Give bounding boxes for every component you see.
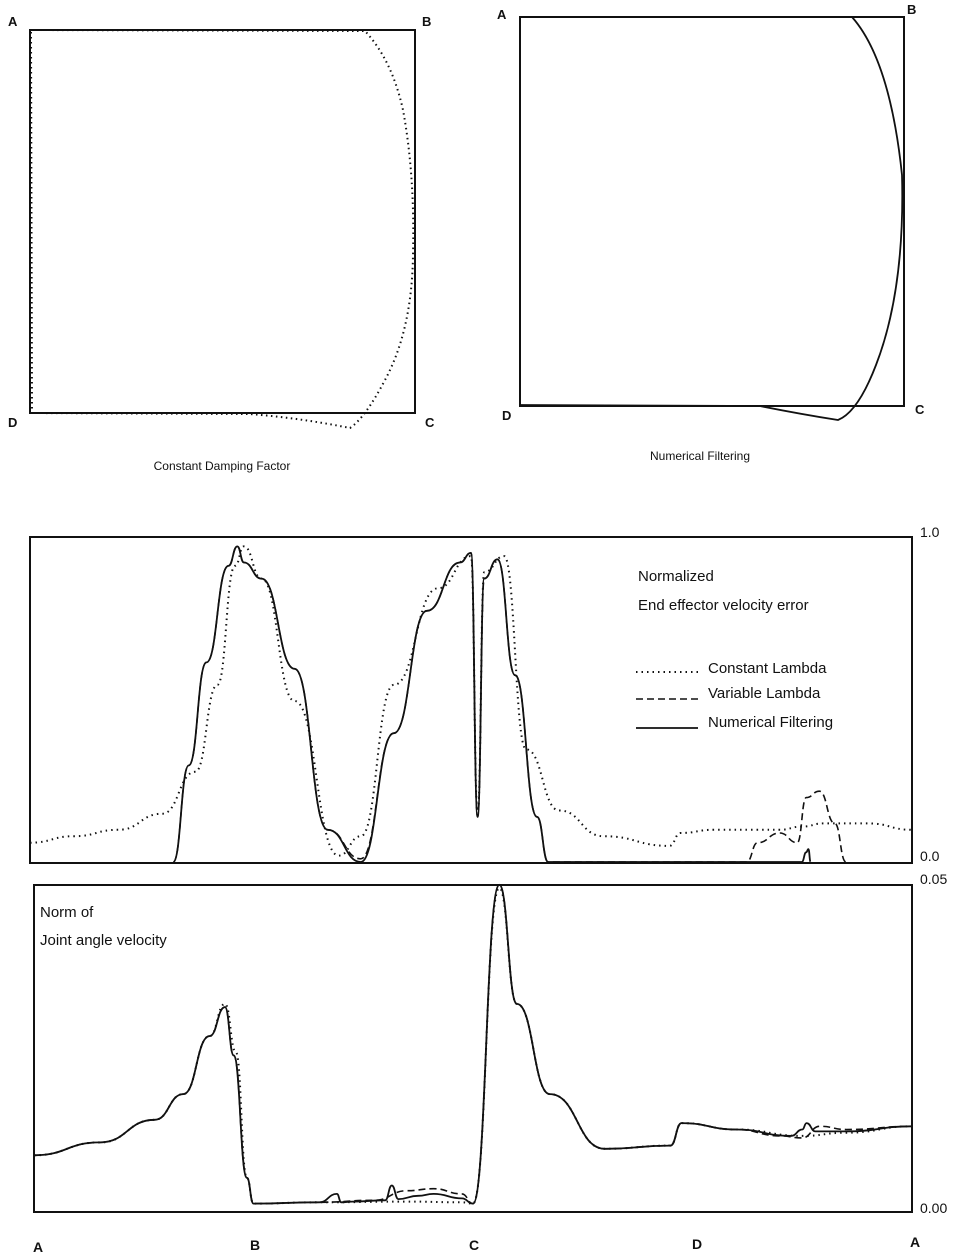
joint-velocity-panel: Norm of Joint angle velocity 0.05 0.00 xyxy=(33,871,947,1216)
panel-title-line1: Normalized xyxy=(638,568,714,585)
y-max-label: 1.0 xyxy=(920,524,940,540)
corner-label-c: C xyxy=(915,402,925,417)
plot-caption: Numerical Filtering xyxy=(650,449,750,463)
y-min-label: 0.00 xyxy=(920,1200,947,1216)
legend-label-variable-lambda: Variable Lambda xyxy=(708,685,821,702)
corner-label-d: D xyxy=(8,415,17,430)
corner-label-d: D xyxy=(502,408,511,423)
series-line-numerical-filtering xyxy=(172,545,812,863)
plot-caption: Constant Damping Factor xyxy=(154,459,291,473)
corner-label-a: A xyxy=(497,7,507,22)
panel-title-line2: End effector velocity error xyxy=(638,597,809,614)
workspace-square xyxy=(29,29,416,414)
corner-label-b: B xyxy=(907,2,916,17)
x-label-b: B xyxy=(250,1237,260,1253)
x-label-d: D xyxy=(692,1236,702,1252)
corner-label-b: B xyxy=(422,14,431,29)
y-max-label: 0.05 xyxy=(920,871,947,887)
trajectory-plot-numerical-filtering: A B D C Numerical Filtering xyxy=(497,2,925,463)
legend-label-numerical-filtering: Numerical Filtering xyxy=(708,714,833,731)
x-label-c: C xyxy=(469,1237,479,1253)
velocity-error-series xyxy=(29,545,913,863)
panel-title-line1: Norm of xyxy=(40,904,94,921)
end-effector-trajectory xyxy=(30,29,415,430)
trajectory-plot-constant-damping: A B D C Constant Damping Factor xyxy=(8,14,435,473)
x-axis-labels: A B C D A xyxy=(33,1234,920,1255)
legend: Constant Lambda Variable Lambda Numerica… xyxy=(636,660,833,731)
joint-velocity-series xyxy=(33,883,913,1205)
series-line-numerical-filtering xyxy=(33,883,913,1205)
corner-label-a: A xyxy=(8,14,18,29)
y-min-label: 0.0 xyxy=(920,848,940,864)
panel-title-line2: Joint angle velocity xyxy=(40,932,167,949)
x-label-a-end: A xyxy=(910,1234,920,1250)
legend-label-constant-lambda: Constant Lambda xyxy=(708,660,827,677)
panel-frame xyxy=(29,536,913,864)
series-line-variable-lambda xyxy=(172,545,847,863)
x-label-a: A xyxy=(33,1239,43,1255)
panel-frame xyxy=(33,884,913,1213)
workspace-square xyxy=(519,16,905,407)
corner-label-c: C xyxy=(425,415,435,430)
velocity-error-panel: Normalized End effector velocity error C… xyxy=(29,524,940,864)
end-effector-trajectory xyxy=(519,16,904,421)
